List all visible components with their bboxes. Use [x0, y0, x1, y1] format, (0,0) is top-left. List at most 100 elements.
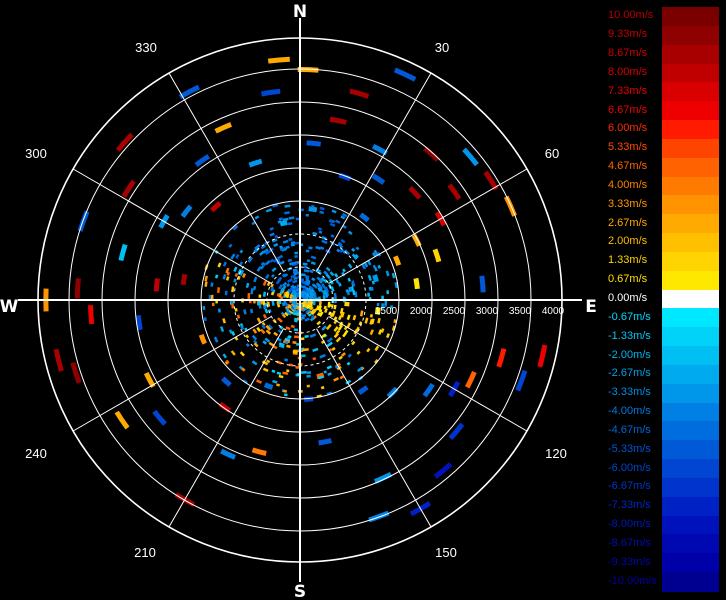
clutter-return — [335, 329, 341, 335]
clutter-return — [288, 237, 293, 242]
clutter-return — [312, 357, 317, 361]
clutter-return — [225, 267, 230, 274]
clutter-return — [302, 287, 307, 292]
radar-return — [267, 56, 290, 64]
colorbar-label: 3.33m/s — [608, 197, 648, 210]
clutter-return — [381, 295, 384, 300]
clutter-return — [292, 304, 298, 309]
clutter-return — [216, 287, 221, 293]
compass-west: W — [0, 297, 19, 317]
clutter-return — [256, 317, 262, 324]
azimuth-label-30: 30 — [435, 40, 449, 55]
radar-return — [338, 172, 352, 182]
radar-return — [143, 372, 156, 388]
clutter-return — [323, 370, 328, 374]
clutter-return — [326, 365, 332, 370]
radar-return — [220, 448, 236, 460]
colorbar-label: 2.00m/s — [608, 235, 648, 248]
clutter-return — [204, 275, 208, 282]
clutter-return — [391, 325, 396, 331]
colorbar-swatch — [662, 327, 719, 347]
colorbar-swatch — [662, 440, 719, 460]
azimuth-spoke — [168, 72, 284, 272]
clutter-return — [319, 353, 326, 359]
clutter-return — [292, 268, 298, 272]
clutter-return — [344, 249, 350, 256]
clutter-return — [361, 263, 367, 270]
clutter-return — [340, 215, 346, 220]
clutter-return — [284, 340, 289, 344]
clutter-return — [325, 273, 331, 280]
clutter-return — [222, 274, 227, 280]
clutter-return — [290, 243, 295, 247]
clutter-return — [204, 281, 208, 287]
clutter-return — [235, 253, 240, 260]
clutter-return — [307, 312, 312, 317]
clutter-return — [351, 340, 356, 346]
clutter-return — [265, 329, 272, 335]
clutter-return — [239, 351, 245, 357]
clutter-return — [279, 246, 286, 252]
clutter-return — [393, 319, 397, 324]
clutter-return — [333, 304, 337, 310]
clutter-return — [261, 322, 266, 327]
radar-return — [413, 277, 420, 290]
clutter-return — [251, 221, 256, 226]
clutter-return — [329, 271, 335, 277]
clutter-return — [278, 284, 283, 290]
clutter-return — [327, 372, 332, 376]
clutter-return — [306, 300, 311, 305]
clutter-return — [302, 348, 309, 352]
clutter-return — [309, 290, 315, 297]
colorbar-swatch — [662, 82, 719, 102]
clutter-return — [287, 278, 293, 283]
clutter-return — [318, 278, 323, 283]
clutter-return — [385, 333, 390, 339]
radar-return — [153, 278, 160, 292]
clutter-return — [234, 307, 238, 312]
radar-return — [306, 140, 322, 147]
radar-return — [237, 268, 245, 276]
colorbar-label: 8.67m/s — [608, 47, 648, 60]
clutter-return — [225, 359, 230, 364]
radar-return — [329, 116, 347, 125]
colorbar-swatch — [662, 553, 719, 573]
clutter-return — [315, 305, 320, 311]
clutter-return — [217, 262, 222, 268]
clutter-return — [294, 335, 301, 339]
clutter-return — [240, 325, 245, 331]
clutter-return — [295, 366, 301, 369]
colorbar-swatch — [662, 101, 719, 121]
clutter-return — [296, 373, 301, 376]
colorbar-label: -8.00m/s — [608, 518, 651, 531]
clutter-return — [228, 243, 233, 248]
colorbar-swatch — [662, 25, 719, 46]
clutter-return — [259, 250, 265, 256]
compass-north: N — [293, 2, 307, 22]
clutter-return — [257, 301, 260, 306]
clutter-return — [278, 217, 283, 221]
clutter-return — [305, 213, 309, 217]
clutter-return — [390, 305, 393, 309]
clutter-return — [358, 321, 363, 326]
clutter-return — [245, 334, 250, 339]
clutter-return — [345, 289, 349, 293]
radar-return — [118, 243, 128, 262]
clutter-return — [293, 328, 299, 332]
clutter-return — [282, 217, 289, 222]
clutter-return — [321, 290, 326, 296]
colorbar-label: -10.00m/s — [608, 574, 657, 587]
clutter-return — [290, 289, 296, 296]
clutter-return — [363, 262, 369, 268]
radar-return — [308, 206, 318, 213]
clutter-return — [243, 309, 247, 315]
clutter-return — [292, 279, 298, 284]
clutter-return — [260, 244, 267, 250]
clutter-return — [289, 293, 294, 299]
clutter-return — [306, 384, 310, 388]
radar-return — [349, 88, 370, 99]
clutter-return — [298, 208, 304, 212]
azimuth-label-120: 120 — [545, 446, 567, 461]
clutter-return — [300, 313, 307, 318]
clutter-return — [230, 253, 236, 260]
